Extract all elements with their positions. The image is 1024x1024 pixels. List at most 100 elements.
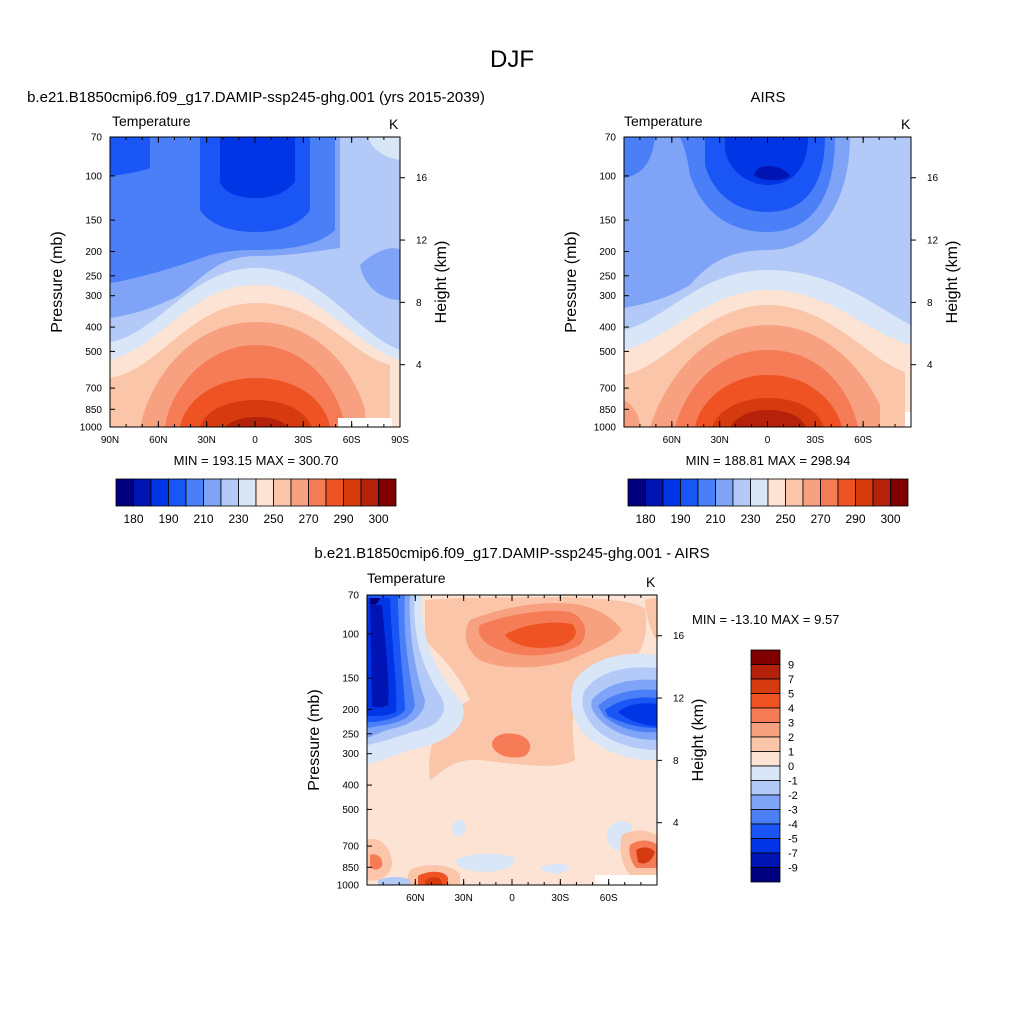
colorbar-swatch	[308, 478, 327, 507]
height-axis-label: Height (km)	[433, 241, 450, 324]
colorbar-label: 0	[788, 761, 794, 773]
lat-tick-label: 0	[509, 893, 515, 904]
colorbar-swatch	[750, 722, 781, 738]
height-tick-label: 8	[673, 756, 679, 767]
pressure-tick-label: 400	[85, 323, 102, 334]
colorbar-swatch	[168, 478, 187, 507]
colorbar-label: 210	[193, 512, 213, 526]
pressure-tick-label: 150	[85, 216, 102, 227]
colorbar-swatch	[750, 707, 781, 723]
contour-fill	[220, 137, 295, 198]
colorbar-label: 7	[788, 674, 794, 686]
lat-tick-label: 60S	[600, 893, 618, 904]
colorbar-label: -9	[788, 863, 798, 875]
pressure-tick-label: 200	[599, 247, 616, 258]
panel-diff-title: b.e21.B1850cmip6.f09_g17.DAMIP-ssp245-gh…	[314, 545, 709, 562]
colorbar-label: 270	[810, 512, 830, 526]
colorbar-label: 180	[123, 512, 143, 526]
height-tick-label: 8	[416, 298, 422, 309]
panel-model: b.e21.B1850cmip6.f09_g17.DAMIP-ssp245-gh…	[27, 89, 485, 526]
lat-tick-label: 30S	[806, 435, 824, 446]
pressure-tick-label: 150	[599, 216, 616, 227]
contour-fill	[540, 863, 570, 874]
colorbar-label: 190	[158, 512, 178, 526]
height-axis-label: Height (km)	[690, 699, 707, 782]
pressure-tick-label: 250	[342, 729, 359, 740]
pressure-tick-label: 1000	[594, 423, 617, 434]
pressure-tick-label: 400	[599, 323, 616, 334]
colorbar-diff: 9 7 5 4 3 2 1 0 -1 -2 -3 -4 -5 -7 -9	[750, 649, 798, 883]
colorbar-label: 230	[740, 512, 760, 526]
panel-diff: b.e21.B1850cmip6.f09_g17.DAMIP-ssp245-gh…	[306, 545, 839, 904]
colorbar-swatch	[750, 809, 781, 825]
colorbar-swatch	[750, 649, 781, 665]
lat-tick-label: 0	[765, 435, 771, 446]
colorbar-swatch	[820, 478, 839, 507]
colorbar-label: 210	[705, 512, 725, 526]
contour-fill	[645, 598, 657, 640]
colorbar-label: 2	[788, 732, 794, 744]
pressure-axis-label: Pressure (mb)	[306, 689, 323, 790]
missing-data	[595, 875, 657, 885]
height-tick-label: 12	[673, 694, 685, 705]
colorbar-swatch	[220, 478, 239, 507]
colorbar-swatch	[750, 736, 781, 752]
colorbar-swatch	[785, 478, 804, 507]
colorbar-swatch	[802, 478, 821, 507]
colorbar-swatch	[750, 794, 781, 810]
lat-tick-label: 90S	[391, 435, 409, 446]
contour-fill	[618, 703, 657, 726]
colorbar-label: -5	[788, 834, 798, 846]
colorbar-label: 5	[788, 689, 794, 701]
contour-fill	[110, 137, 150, 176]
colorbar-label: 300	[368, 512, 388, 526]
colorbar-model: 180 190 210 230 250 270 290 300	[115, 478, 397, 526]
contour-fill	[370, 605, 389, 708]
colorbar-swatch	[325, 478, 344, 507]
lat-tick-label: 0	[252, 435, 258, 446]
colorbar-label: -1	[788, 776, 798, 788]
colorbar-label: 9	[788, 660, 794, 672]
pressure-tick-label: 250	[599, 271, 616, 282]
colorbar-swatch	[750, 867, 781, 883]
colorbar-swatch	[360, 478, 379, 507]
lat-tick-label: 30S	[294, 435, 312, 446]
colorbar-swatch	[750, 664, 781, 680]
colorbar-label: -7	[788, 848, 798, 860]
panel-diff-axes: 70 100 150 200 250 300 400 500 700 850 1000 16 12 8 4 6…	[306, 591, 707, 905]
colorbar-label: 250	[775, 512, 795, 526]
contour-fill	[378, 877, 410, 885]
pressure-tick-label: 300	[342, 749, 359, 760]
contour-fill	[200, 400, 312, 427]
colorbar-label: -2	[788, 790, 798, 802]
panel-diff-unit: K	[646, 574, 656, 590]
pressure-tick-label: 500	[599, 347, 616, 358]
colorbar-swatch	[855, 478, 874, 507]
height-tick-label: 12	[927, 236, 939, 247]
colorbar-label: -3	[788, 805, 798, 817]
colorbar-swatch	[680, 478, 699, 507]
colorbar-swatch	[645, 478, 664, 507]
pressure-tick-label: 100	[85, 171, 102, 182]
contour-fill	[492, 733, 531, 758]
pressure-tick-label: 700	[85, 384, 102, 395]
colorbar-swatch	[255, 478, 274, 507]
panel-obs-left-label: Temperature	[624, 113, 703, 129]
lat-tick-label: 60S	[343, 435, 361, 446]
colorbar-swatch	[872, 478, 891, 507]
height-tick-label: 4	[416, 360, 422, 371]
contour-fill	[425, 877, 442, 885]
pressure-tick-label: 400	[342, 781, 359, 792]
contour-fill	[360, 248, 400, 300]
pressure-tick-label: 1000	[80, 423, 103, 434]
colorbar-swatch	[890, 478, 909, 507]
contour-fill	[636, 847, 655, 864]
missing-data	[905, 412, 911, 427]
panel-model-title: b.e21.B1850cmip6.f09_g17.DAMIP-ssp245-gh…	[27, 89, 485, 106]
colorbar-swatch	[750, 852, 781, 868]
colorbar-swatch	[750, 693, 781, 709]
figure-title: DJF	[490, 46, 534, 73]
contour-fill	[455, 853, 515, 872]
pressure-tick-label: 500	[342, 805, 359, 816]
colorbar-swatch	[290, 478, 309, 507]
